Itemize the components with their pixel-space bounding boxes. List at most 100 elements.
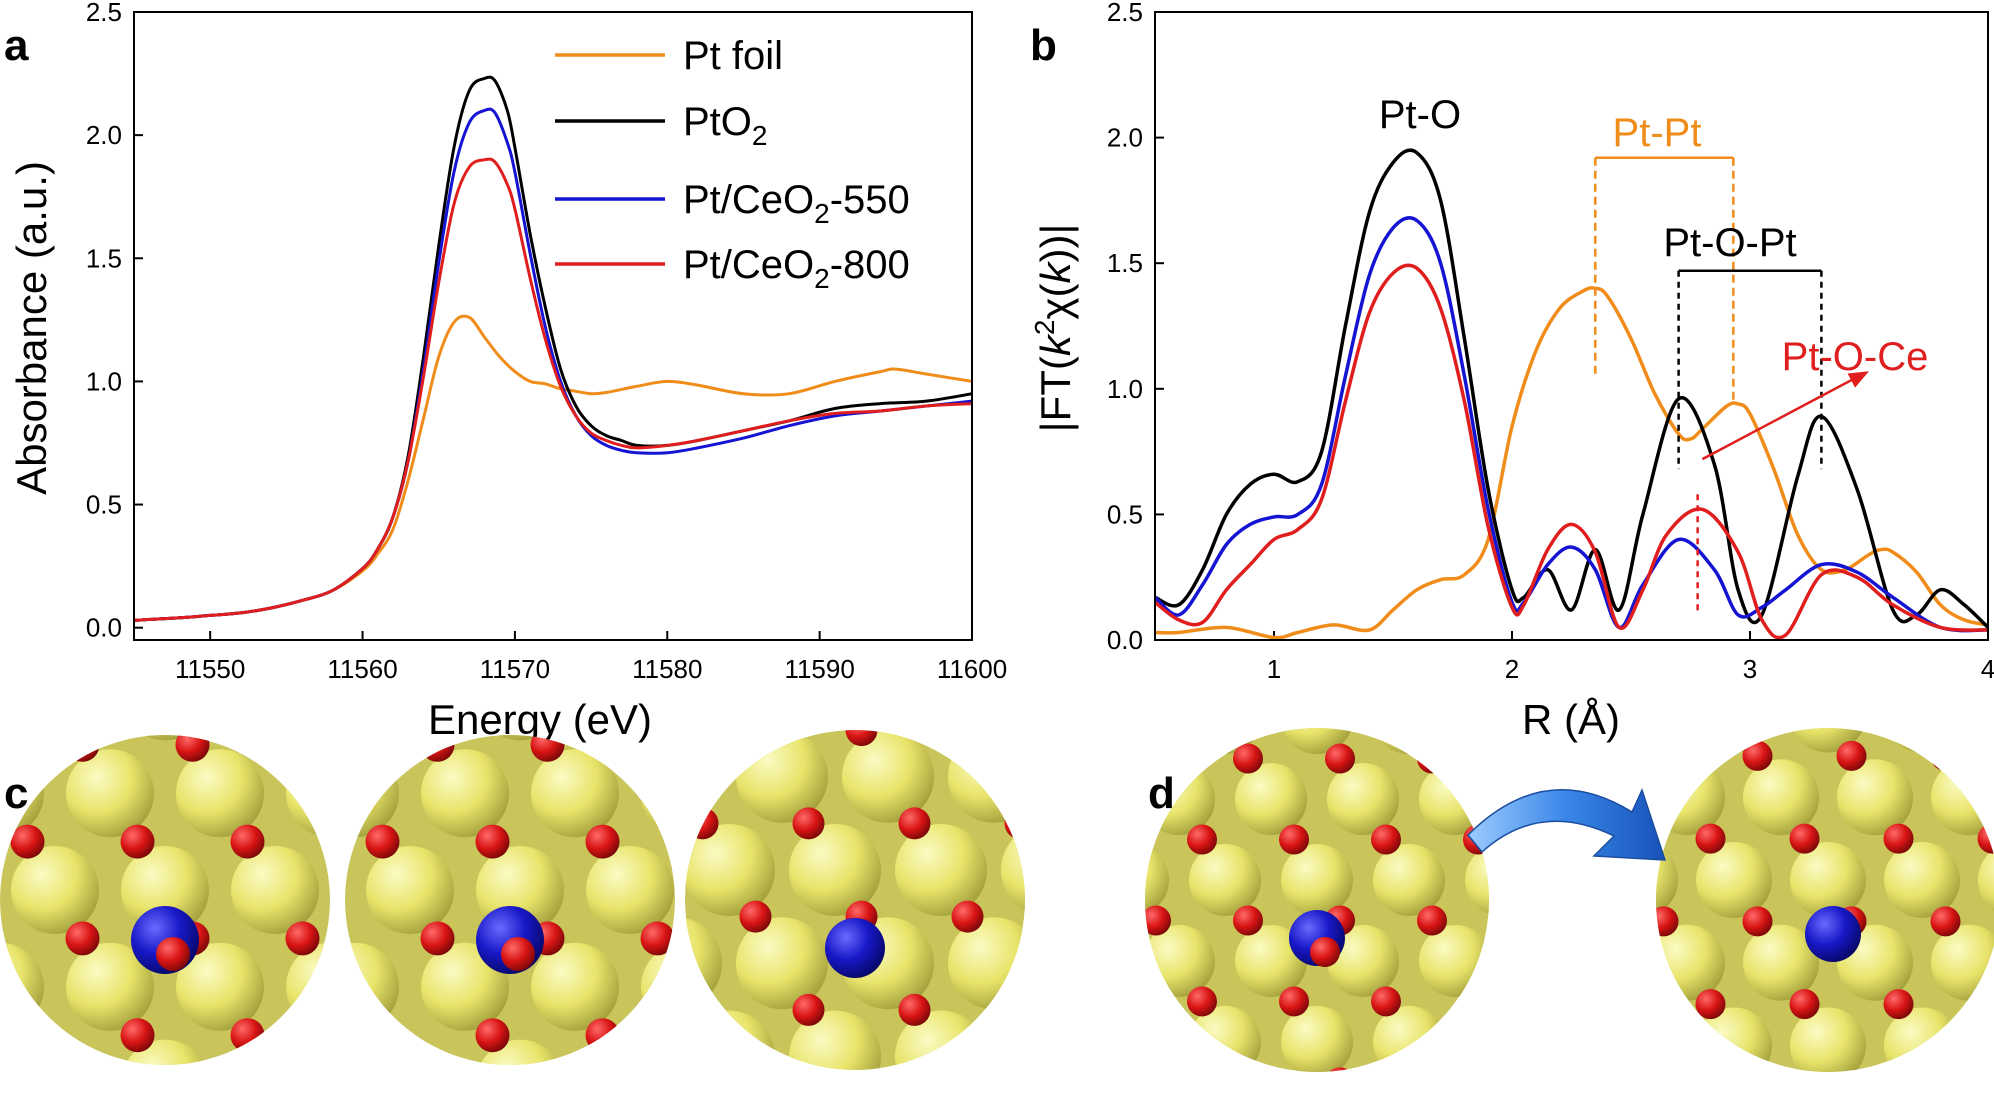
platinum-atom: [825, 918, 885, 978]
x-tick-label: 11570: [480, 654, 550, 684]
oxygen-atom: [1417, 905, 1447, 936]
oxygen-atom: [1233, 743, 1263, 774]
legend-label-pt-foil: Pt foil: [683, 34, 783, 78]
x-tick-label: 2: [1505, 654, 1519, 684]
oxygen-atom: [156, 937, 190, 971]
y-axis-label: |FT(k2χ(k))|: [1029, 224, 1079, 433]
x-tick-label: 11580: [632, 654, 702, 684]
oxygen-atom: [792, 807, 825, 840]
ceria-atom: [1281, 1005, 1353, 1072]
annotation-pt-o-pt: Pt-O-Pt: [1663, 221, 1796, 265]
platinum-atom: [1805, 906, 1861, 962]
legend-text-tail: -800: [830, 243, 910, 287]
ceria-atom: [1790, 728, 1866, 753]
panel-label-d: d: [1148, 769, 1175, 818]
legend-text-main: Pt/CeO: [683, 178, 814, 222]
annotation-pt-o: Pt-O: [1379, 93, 1461, 137]
x-tick-label: 11600: [937, 654, 1007, 684]
ceria-atom: [176, 942, 264, 1031]
annotation-guides: [1594, 156, 1869, 615]
annotation-pt-o-ce: Pt-O-Ce: [1782, 335, 1929, 379]
legend-text-main: PtO: [683, 100, 752, 144]
oxygen-atom: [501, 937, 535, 971]
oxygen-atom: [230, 1018, 265, 1053]
series-line-pt-ceo2-800: [1153, 263, 1989, 640]
ceria-atom: [1884, 842, 1960, 918]
plot-series: [133, 75, 973, 622]
oxygen-atom: [1310, 937, 1340, 967]
ceria-atom: [1790, 1007, 1866, 1072]
ceria-atom: [11, 846, 99, 934]
legend-text-tail: -550: [830, 178, 910, 222]
oxygen-atom: [1371, 824, 1401, 855]
oxygen-atom: [285, 921, 320, 956]
oxygen-atom: [1145, 905, 1171, 936]
plot-frame: [133, 11, 973, 641]
ceria-atom: [1001, 824, 1025, 916]
ceria-atom: [1189, 728, 1261, 755]
panel-label-a: a: [4, 21, 29, 70]
series-line-pt-ceo2-550: [1153, 216, 1989, 633]
y-tick-label: 1.0: [1107, 374, 1143, 404]
ceria-atom: [1743, 759, 1819, 836]
oxygen-atom: [1325, 1067, 1355, 1072]
ceria-atom: [1189, 844, 1261, 916]
ceria-atom: [1696, 1007, 1772, 1072]
ceria-atom: [1145, 924, 1215, 997]
ceria-atom: [1419, 924, 1489, 997]
ceria-atom: [1743, 924, 1819, 1001]
transition-arrow-icon: [1466, 787, 1667, 861]
ceria-atom: [736, 917, 828, 1010]
model-c1: [0, 735, 330, 1065]
oxygen-atom: [420, 921, 455, 956]
ceria-atom: [1696, 842, 1772, 918]
oxygen-atom: [120, 1018, 155, 1053]
legend-text-sub: 2: [814, 198, 830, 229]
ceria-atom: [366, 846, 454, 934]
oxygen-atom: [1836, 740, 1867, 771]
ceria-atom: [1189, 1005, 1261, 1072]
oxygen-atom: [1279, 986, 1309, 1017]
ylabel-part-k2: k: [1032, 261, 1079, 284]
legend-text-sub: 2: [814, 263, 830, 294]
ceria-atom: [1696, 728, 1772, 753]
y-axis-label: Absorbance (a.u.): [8, 161, 55, 495]
ceria-atom: [231, 846, 319, 934]
oxygen-atom: [1789, 823, 1820, 854]
legend-entry-pt-ceo2-800: Pt/CeO2-800: [555, 243, 910, 294]
oxygen-atom: [475, 824, 510, 859]
oxygen-atom: [951, 900, 984, 933]
ceria-atom: [685, 824, 775, 916]
oxygen-atom: [1930, 740, 1961, 771]
y-axis-ticks: 0.0 0.5 1.0 1.5 2.0 2.5: [86, 0, 143, 643]
ylabel-part-sup: 2: [1029, 320, 1060, 336]
annotation-pt-pt: Pt-Pt: [1613, 111, 1702, 155]
x-tick-label: 4: [1981, 654, 1994, 684]
x-tick-label: 11550: [175, 654, 245, 684]
oxygen-atom: [1742, 740, 1773, 771]
y-tick-label: 1.0: [86, 366, 122, 396]
ceria-atom: [531, 749, 619, 838]
ceria-atom: [1884, 1007, 1960, 1072]
series-line-pto2: [133, 75, 973, 622]
ceria-atom: [1281, 728, 1353, 755]
ceria-atom: [1145, 844, 1169, 916]
oxygen-atom: [1883, 989, 1914, 1020]
ceria-atom: [1327, 763, 1399, 836]
ceria-atom: [1373, 844, 1445, 916]
oxygen-atom: [1789, 989, 1820, 1020]
ceria-atom: [685, 1010, 775, 1070]
oxygen-atom: [1656, 906, 1679, 937]
x-tick-label: 11590: [784, 654, 854, 684]
oxygen-atom: [1371, 986, 1401, 1017]
x-axis-label: R (Å): [1522, 696, 1620, 743]
ceria-atom: [66, 942, 154, 1031]
y-tick-label: 2.0: [1107, 123, 1143, 153]
legend: Pt foil PtO2 Pt/CeO2-550 Pt/CeO2-800: [555, 34, 910, 294]
oxygen-atom: [1187, 986, 1217, 1017]
y-tick-label: 0.0: [86, 613, 122, 643]
oxygen-atom: [1233, 905, 1263, 936]
panel-label-b: b: [1030, 21, 1057, 70]
arrow-pt-o-ce-shaft: [1701, 377, 1856, 461]
